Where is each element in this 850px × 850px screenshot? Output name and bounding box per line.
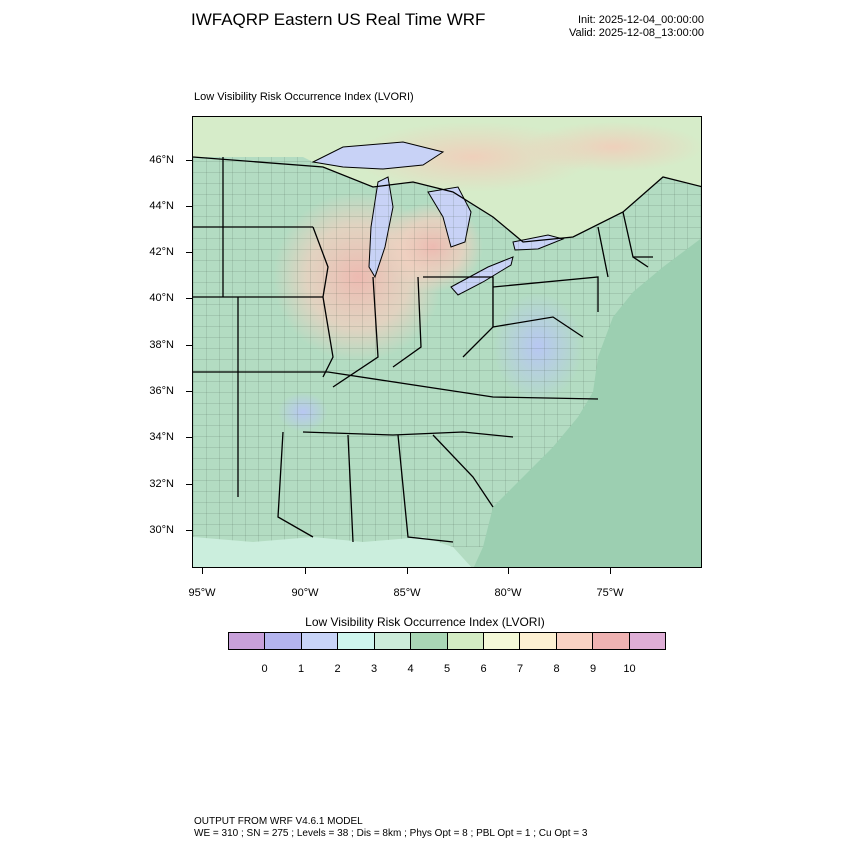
county-boundaries bbox=[193, 157, 701, 547]
map-panel bbox=[192, 116, 702, 568]
lake-superior bbox=[311, 141, 445, 170]
lon-tick bbox=[610, 568, 611, 574]
lat-label-42n: 42°N bbox=[149, 246, 174, 258]
lat-tick bbox=[186, 345, 192, 346]
lat-tick bbox=[186, 437, 192, 438]
model-info-line-2: WE = 310 ; SN = 275 ; Levels = 38 ; Dis … bbox=[194, 828, 588, 839]
lat-label-40n: 40°N bbox=[149, 292, 174, 304]
legend-label: 1 bbox=[297, 663, 305, 675]
model-info-line-1: OUTPUT FROM WRF V4.6.1 MODEL bbox=[194, 816, 363, 827]
legend-swatch bbox=[229, 633, 266, 649]
legend-colorbar bbox=[228, 632, 666, 650]
state-boundaries bbox=[193, 156, 701, 543]
map-canvas bbox=[193, 117, 701, 567]
legend-swatch bbox=[483, 633, 521, 649]
lon-label-75w: 75°W bbox=[596, 587, 624, 599]
legend-title: Low Visibility Risk Occurrence Index (LV… bbox=[305, 615, 545, 629]
valid-time: Valid: 2025-12-08_13:00:00 bbox=[569, 27, 704, 39]
legend-label: 4 bbox=[407, 663, 414, 675]
lat-label-38n: 38°N bbox=[149, 339, 174, 351]
lon-tick bbox=[305, 568, 306, 574]
legend-swatch bbox=[301, 633, 339, 649]
lat-tick bbox=[186, 252, 192, 253]
lat-tick bbox=[186, 298, 192, 299]
gulf-of-mexico bbox=[193, 537, 472, 567]
lon-label-85w: 85°W bbox=[393, 587, 421, 599]
lat-tick bbox=[186, 160, 192, 161]
legend-label: 8 bbox=[553, 663, 560, 675]
lat-label-34n: 34°N bbox=[149, 431, 174, 443]
canada-warm-area-east bbox=[523, 122, 701, 172]
lat-label-46n: 46°N bbox=[149, 154, 174, 166]
plot-subtitle: Low Visibility Risk Occurrence Index (LV… bbox=[194, 91, 414, 103]
lat-label-30n: 30°N bbox=[149, 524, 174, 536]
lat-tick bbox=[186, 484, 192, 485]
legend-label: 9 bbox=[589, 663, 597, 675]
legend-label: 0 bbox=[261, 663, 268, 675]
legend-swatch bbox=[593, 633, 630, 649]
lat-label-36n: 36°N bbox=[149, 385, 174, 397]
legend-label: 6 bbox=[480, 663, 487, 675]
init-time: Init: 2025-12-04_00:00:00 bbox=[578, 14, 704, 26]
lon-tick bbox=[407, 568, 408, 574]
legend-label: 5 bbox=[443, 663, 451, 675]
lon-label-90w: 90°W bbox=[291, 587, 319, 599]
lat-tick bbox=[186, 206, 192, 207]
lon-label-80w: 80°W bbox=[494, 587, 522, 599]
lon-tick bbox=[202, 568, 203, 574]
legend-swatch bbox=[411, 633, 448, 649]
legend-swatch bbox=[338, 633, 375, 649]
lon-label-95w: 95°W bbox=[188, 587, 216, 599]
legend-swatch bbox=[374, 633, 412, 649]
legend-label: 3 bbox=[370, 663, 378, 675]
legend-label: 7 bbox=[516, 663, 524, 675]
legend-swatch bbox=[265, 633, 302, 649]
legend-swatch bbox=[556, 633, 594, 649]
lat-tick bbox=[186, 391, 192, 392]
legend-swatch bbox=[447, 633, 484, 649]
lat-label-44n: 44°N bbox=[149, 200, 174, 212]
legend-swatch bbox=[629, 633, 666, 649]
lat-tick bbox=[186, 530, 192, 531]
main-title: IWFAQRP Eastern US Real Time WRF bbox=[191, 10, 486, 29]
legend-swatch bbox=[520, 633, 557, 649]
lat-label-32n: 32°N bbox=[149, 478, 174, 490]
legend-label: 2 bbox=[334, 663, 341, 675]
legend-label: 10 bbox=[623, 663, 636, 675]
lon-tick bbox=[508, 568, 509, 574]
atlantic-ocean bbox=[473, 238, 701, 567]
